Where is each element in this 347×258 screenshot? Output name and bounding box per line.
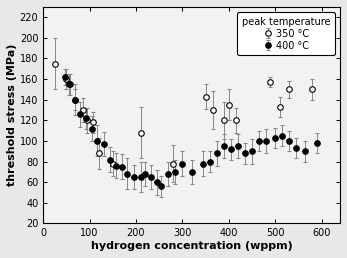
- Legend: 350 °C, 400 °C: 350 °C, 400 °C: [237, 12, 335, 55]
- Y-axis label: threshold stress (MPa): threshold stress (MPa): [7, 44, 17, 186]
- X-axis label: hydrogen concentration (wppm): hydrogen concentration (wppm): [91, 241, 293, 251]
